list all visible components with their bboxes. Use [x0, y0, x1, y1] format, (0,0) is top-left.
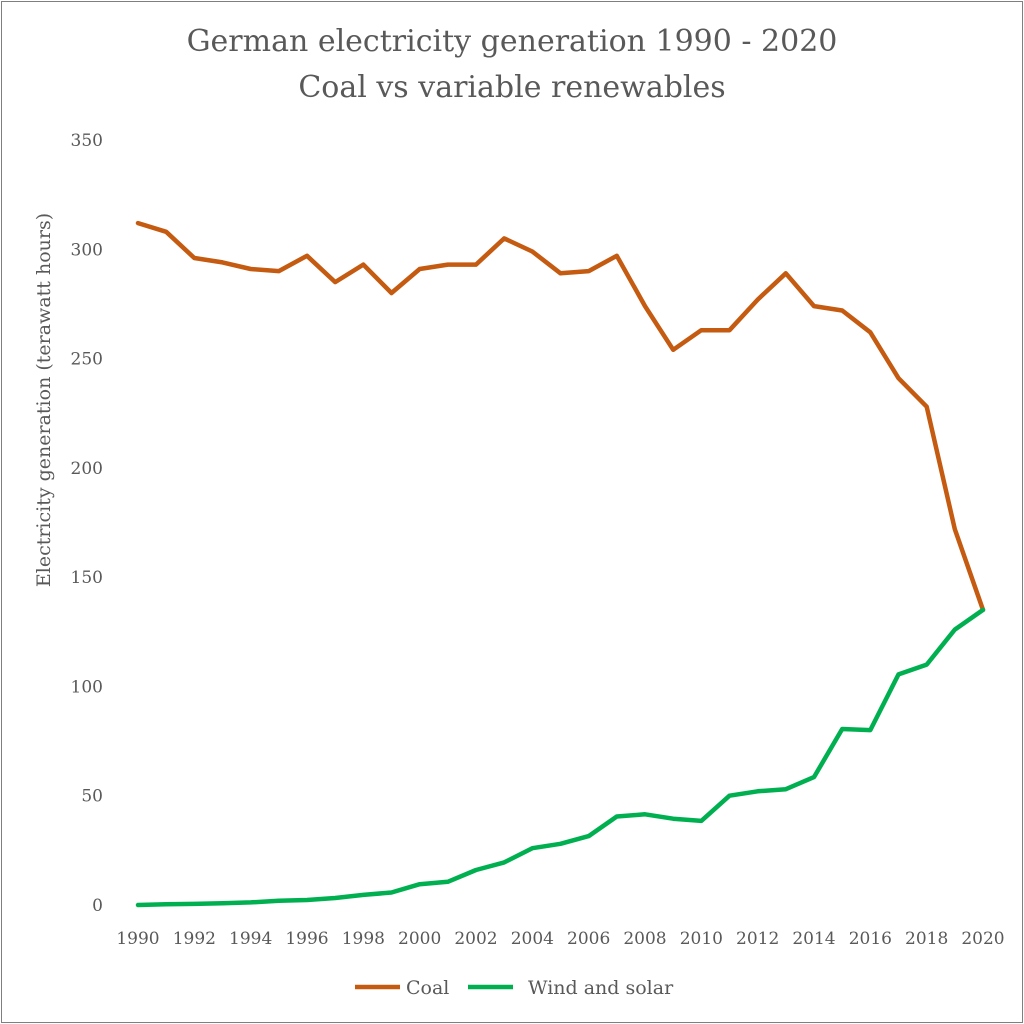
x-tick-label: 1996 [285, 929, 328, 949]
series-line-coal [135, 220, 986, 613]
x-tick-label: 2016 [849, 929, 892, 949]
x-tick-label: 1992 [173, 929, 216, 949]
y-tick-label: 100 [71, 677, 103, 697]
y-tick-label: 350 [71, 131, 103, 151]
y-axis: 0 50 100 150 200 250 300 350 [71, 131, 103, 916]
x-tick-label: 2010 [680, 929, 723, 949]
y-tick-label: 300 [71, 240, 103, 260]
series-lines [135, 220, 986, 908]
series-line-wind-and-solar [135, 607, 986, 908]
x-tick-label: 1994 [229, 929, 272, 949]
chart-subtitle: Coal vs variable renewables [298, 70, 726, 105]
chart-title: German electricity generation 1990 - 202… [186, 24, 838, 59]
y-axis-label: Electricity generation (terawatt hours) [33, 213, 55, 587]
legend-label: Wind and solar [528, 977, 674, 999]
y-tick-label: 0 [92, 896, 103, 916]
legend: Coal Wind and solar [355, 977, 674, 999]
y-tick-label: 150 [71, 568, 103, 588]
x-tick-label: 2008 [623, 929, 666, 949]
y-tick-label: 50 [81, 787, 103, 807]
x-tick-label: 2012 [736, 929, 779, 949]
x-tick-label: 2014 [792, 929, 835, 949]
y-tick-label: 250 [71, 350, 103, 370]
x-tick-label: 2006 [567, 929, 610, 949]
x-tick-label: 2018 [905, 929, 948, 949]
y-tick-label: 200 [71, 459, 103, 479]
legend-label: Coal [406, 977, 449, 999]
x-tick-label: 1990 [116, 929, 159, 949]
x-tick-label: 2000 [398, 929, 441, 949]
x-tick-label: 2020 [961, 929, 1004, 949]
x-tick-label: 1998 [342, 929, 385, 949]
x-tick-label: 2004 [511, 929, 554, 949]
x-axis: 1990 1992 1994 1996 1998 2000 2002 2004 2006 2008… [116, 929, 1004, 949]
x-tick-label: 2002 [454, 929, 497, 949]
